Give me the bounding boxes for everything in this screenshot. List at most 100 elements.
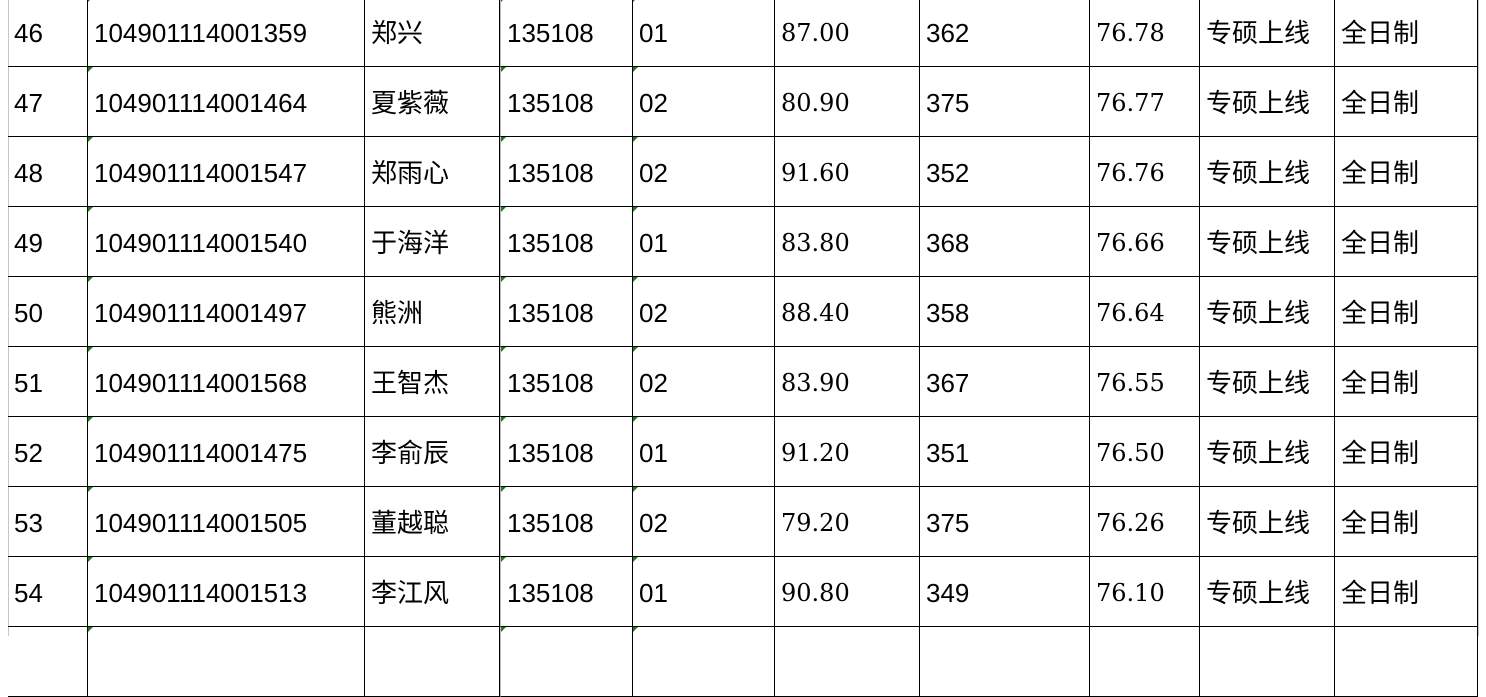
cell-id[interactable]: 104901114001475 xyxy=(88,417,365,487)
cell-total[interactable]: 76.77 xyxy=(1090,67,1200,137)
cell-total[interactable]: 76.66 xyxy=(1090,207,1200,277)
cell-type[interactable]: 专硕上线 xyxy=(1200,0,1335,67)
cell-dir[interactable]: 02 xyxy=(633,347,775,417)
cell-s1[interactable]: 80.90 xyxy=(775,67,920,137)
cell-name[interactable]: 熊洲 xyxy=(365,277,500,347)
cell-mode[interactable]: 全日制 xyxy=(1335,0,1478,67)
cell-id[interactable]: 104901114001497 xyxy=(88,277,365,347)
cell-id[interactable]: 104901114001568 xyxy=(88,347,365,417)
cell-id[interactable] xyxy=(88,627,365,697)
cell-total[interactable]: 76.76 xyxy=(1090,137,1200,207)
cell-mode[interactable] xyxy=(1335,627,1478,697)
cell-s1[interactable]: 83.90 xyxy=(775,347,920,417)
cell-s2[interactable]: 368 xyxy=(920,207,1090,277)
cell-mode[interactable]: 全日制 xyxy=(1335,487,1478,557)
cell-name[interactable]: 董越聪 xyxy=(365,487,500,557)
cell-type[interactable] xyxy=(1200,627,1335,697)
cell-type[interactable]: 专硕上线 xyxy=(1200,557,1335,627)
cell-s1[interactable]: 79.20 xyxy=(775,487,920,557)
cell-s2[interactable]: 351 xyxy=(920,417,1090,487)
cell-id[interactable]: 104901114001513 xyxy=(88,557,365,627)
cell-mode[interactable]: 全日制 xyxy=(1335,277,1478,347)
cell-s1[interactable]: 83.80 xyxy=(775,207,920,277)
cell-s1[interactable]: 91.60 xyxy=(775,137,920,207)
cell-id[interactable]: 104901114001505 xyxy=(88,487,365,557)
cell-name[interactable]: 于海洋 xyxy=(365,207,500,277)
cell-total[interactable]: 76.78 xyxy=(1090,0,1200,67)
cell-no[interactable]: 54 xyxy=(8,557,88,627)
cell-type[interactable]: 专硕上线 xyxy=(1200,487,1335,557)
cell-no[interactable]: 53 xyxy=(8,487,88,557)
cell-code[interactable]: 135108 xyxy=(500,137,633,207)
cell-code[interactable]: 135108 xyxy=(500,347,633,417)
cell-name[interactable]: 王智杰 xyxy=(365,347,500,417)
cell-no[interactable] xyxy=(8,627,88,697)
cell-s2[interactable] xyxy=(920,627,1090,697)
cell-id[interactable]: 104901114001464 xyxy=(88,67,365,137)
cell-dir[interactable]: 01 xyxy=(633,0,775,67)
cell-s1[interactable]: 90.80 xyxy=(775,557,920,627)
cell-mode[interactable]: 全日制 xyxy=(1335,137,1478,207)
cell-s2[interactable]: 358 xyxy=(920,277,1090,347)
cell-code[interactable]: 135108 xyxy=(500,487,633,557)
cell-dir[interactable]: 02 xyxy=(633,67,775,137)
cell-s2[interactable]: 349 xyxy=(920,557,1090,627)
cell-no[interactable]: 48 xyxy=(8,137,88,207)
cell-s2[interactable]: 375 xyxy=(920,487,1090,557)
cell-no[interactable]: 52 xyxy=(8,417,88,487)
cell-s1[interactable]: 91.20 xyxy=(775,417,920,487)
cell-mode[interactable]: 全日制 xyxy=(1335,207,1478,277)
cell-no[interactable]: 46 xyxy=(8,0,88,67)
cell-name[interactable] xyxy=(365,627,500,697)
cell-code[interactable]: 135108 xyxy=(500,0,633,67)
cell-type[interactable]: 专硕上线 xyxy=(1200,67,1335,137)
cell-name[interactable]: 李俞辰 xyxy=(365,417,500,487)
cell-dir[interactable]: 02 xyxy=(633,277,775,347)
cell-code[interactable]: 135108 xyxy=(500,557,633,627)
cell-s2[interactable]: 362 xyxy=(920,0,1090,67)
cell-no[interactable]: 51 xyxy=(8,347,88,417)
cell-id[interactable]: 104901114001359 xyxy=(88,0,365,67)
cell-s2[interactable]: 367 xyxy=(920,347,1090,417)
cell-name[interactable]: 李江风 xyxy=(365,557,500,627)
cell-name[interactable]: 夏紫薇 xyxy=(365,67,500,137)
cell-dir[interactable]: 02 xyxy=(633,487,775,557)
cell-name[interactable]: 郑兴 xyxy=(365,0,500,67)
cell-type[interactable]: 专硕上线 xyxy=(1200,277,1335,347)
cell-type[interactable]: 专硕上线 xyxy=(1200,417,1335,487)
cell-mode[interactable]: 全日制 xyxy=(1335,67,1478,137)
cell-total[interactable] xyxy=(1090,627,1200,697)
cell-no[interactable]: 49 xyxy=(8,207,88,277)
cell-name[interactable]: 郑雨心 xyxy=(365,137,500,207)
cell-mode[interactable]: 全日制 xyxy=(1335,417,1478,487)
cell-total[interactable]: 76.10 xyxy=(1090,557,1200,627)
cell-dir[interactable]: 01 xyxy=(633,207,775,277)
cell-s1[interactable]: 88.40 xyxy=(775,277,920,347)
cell-code[interactable]: 135108 xyxy=(500,207,633,277)
cell-no[interactable]: 47 xyxy=(8,67,88,137)
cell-mode[interactable]: 全日制 xyxy=(1335,347,1478,417)
cell-s1[interactable] xyxy=(775,627,920,697)
cell-id[interactable]: 104901114001540 xyxy=(88,207,365,277)
cell-dir[interactable]: 01 xyxy=(633,417,775,487)
cell-id[interactable]: 104901114001547 xyxy=(88,137,365,207)
cell-s1[interactable]: 87.00 xyxy=(775,0,920,67)
cell-type[interactable]: 专硕上线 xyxy=(1200,207,1335,277)
cell-dir[interactable] xyxy=(633,627,775,697)
cell-total[interactable]: 76.64 xyxy=(1090,277,1200,347)
cell-dir[interactable]: 02 xyxy=(633,137,775,207)
cell-code[interactable]: 135108 xyxy=(500,277,633,347)
cell-code[interactable]: 135108 xyxy=(500,67,633,137)
cell-s2[interactable]: 352 xyxy=(920,137,1090,207)
cell-code[interactable] xyxy=(500,627,633,697)
cell-type[interactable]: 专硕上线 xyxy=(1200,347,1335,417)
cell-type[interactable]: 专硕上线 xyxy=(1200,137,1335,207)
cell-total[interactable]: 76.55 xyxy=(1090,347,1200,417)
cell-code[interactable]: 135108 xyxy=(500,417,633,487)
cell-no[interactable]: 50 xyxy=(8,277,88,347)
cell-dir[interactable]: 01 xyxy=(633,557,775,627)
cell-total[interactable]: 76.50 xyxy=(1090,417,1200,487)
cell-mode[interactable]: 全日制 xyxy=(1335,557,1478,627)
cell-total[interactable]: 76.26 xyxy=(1090,487,1200,557)
cell-s2[interactable]: 375 xyxy=(920,67,1090,137)
